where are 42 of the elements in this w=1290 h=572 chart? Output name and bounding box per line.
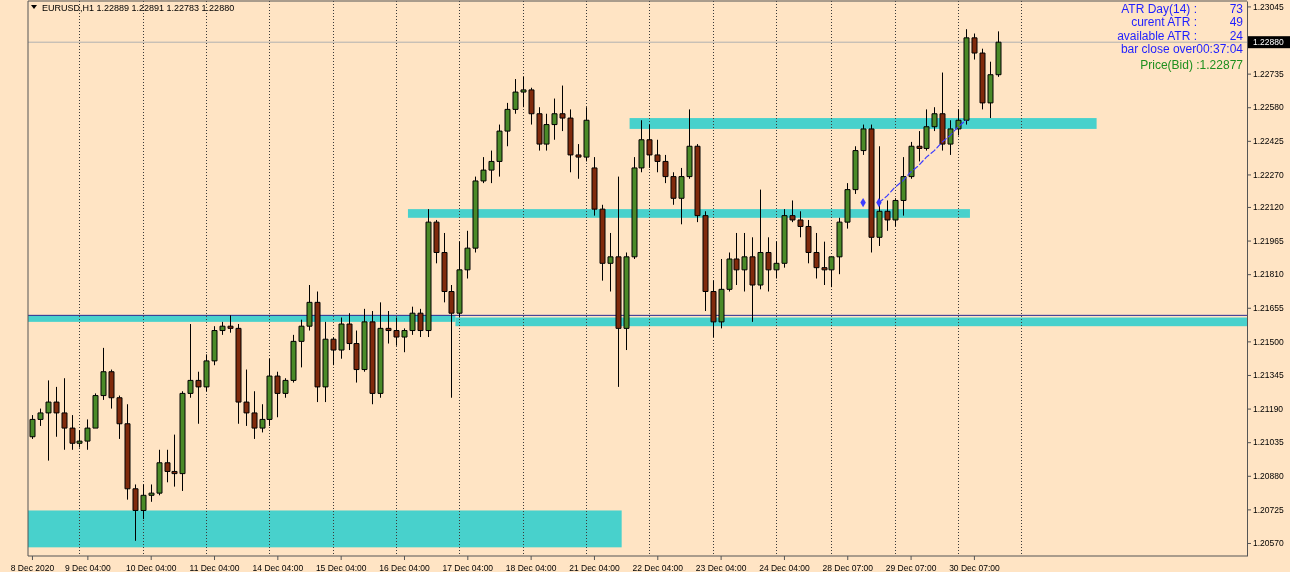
y-tick-label: 1.21345	[1253, 370, 1284, 381]
y-tick-label: 1.21500	[1253, 336, 1284, 347]
y-tick-label: 1.20725	[1253, 504, 1284, 515]
x-tick-label: 8 Dec 2020	[10, 562, 55, 572]
annotation: 49	[1229, 15, 1244, 30]
annotation: curent ATR :	[1131, 15, 1197, 30]
y-tick-label: 1.20570	[1253, 538, 1284, 549]
annotation: available ATR :	[1117, 28, 1197, 43]
x-tick-label: 16 Dec 04:00	[379, 562, 431, 572]
x-tick-label: 18 Dec 04:00	[505, 562, 557, 572]
annotation: ATR Day(14) :	[1121, 1, 1197, 16]
y-tick-label: 1.22270	[1253, 169, 1284, 180]
annotation: Price(Bid) :1.22877	[1140, 57, 1244, 72]
annotation: bar close over00:37:04	[1120, 42, 1244, 57]
ref-line-label: 1.22880	[1253, 37, 1284, 48]
y-tick-label: 1.21655	[1253, 302, 1284, 313]
y-tick-label: 1.23045	[1253, 1, 1284, 12]
y-tick-label: 1.22580	[1253, 102, 1284, 113]
x-tick-label: 23 Dec 04:00	[695, 562, 747, 572]
x-tick-label: 21 Dec 04:00	[569, 562, 621, 572]
x-tick-label: 28 Dec 07:00	[822, 562, 874, 572]
y-tick-label: 1.21035	[1253, 437, 1284, 448]
x-tick-label: 24 Dec 04:00	[759, 562, 810, 572]
x-tick-label: 10 Dec 04:00	[125, 562, 177, 572]
annotation: 73	[1229, 1, 1244, 16]
x-tick-label: 22 Dec 04:00	[632, 562, 684, 572]
x-tick-label: 29 Dec 07:00	[885, 562, 937, 572]
annotation: 24	[1229, 28, 1244, 43]
y-tick-label: 1.22735	[1253, 68, 1284, 79]
x-tick-label: 15 Dec 04:00	[315, 562, 367, 572]
y-tick-label: 1.22425	[1253, 136, 1284, 147]
y-tick-label: 1.20880	[1253, 471, 1284, 482]
x-tick-label: 9 Dec 04:00	[64, 562, 112, 572]
y-tick-label: 1.22120	[1253, 202, 1284, 213]
x-tick-label: 14 Dec 04:00	[252, 562, 304, 572]
y-tick-label: 1.21190	[1253, 403, 1284, 414]
chart-title: EURUSD,H1 1.22889 1.22891 1.22783 1.22880	[42, 3, 235, 13]
y-tick-label: 1.21965	[1253, 235, 1284, 246]
x-tick-label: 17 Dec 04:00	[442, 562, 494, 572]
x-tick-label: 11 Dec 04:00	[189, 562, 240, 572]
x-tick-label: 30 Dec 07:00	[949, 562, 1000, 572]
y-tick-label: 1.21810	[1253, 269, 1284, 280]
